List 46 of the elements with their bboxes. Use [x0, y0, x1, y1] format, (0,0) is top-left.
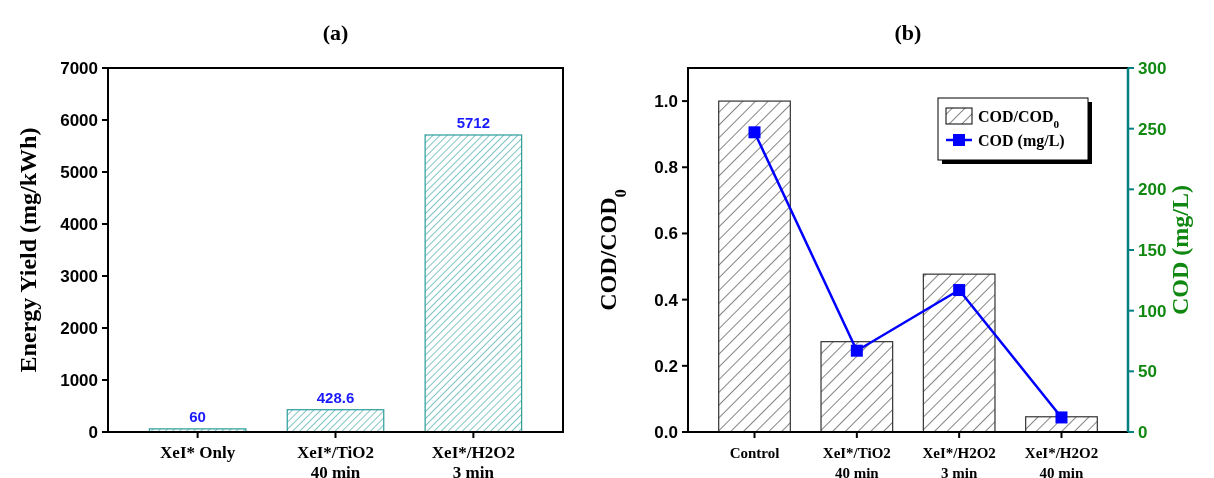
point — [953, 284, 966, 297]
x-tick-label: XeI*/H2O2 40 min — [1024, 445, 1099, 478]
y2-axis-title: COD (mg/L) — [1167, 185, 1193, 315]
y-tick-label: 6000 — [60, 111, 98, 130]
y2-tick-label: 300 — [1138, 59, 1167, 78]
bar — [424, 134, 523, 433]
y2-tick-label: 250 — [1138, 119, 1167, 139]
y-tick-label: 0.4 — [654, 290, 679, 310]
legend-label: COD/COD$_{0}$ — [978, 108, 1060, 130]
y-tick-label: 0 — [88, 423, 98, 442]
point — [748, 126, 761, 139]
bar — [286, 409, 385, 433]
y-tick-label: 1.0 — [654, 92, 678, 112]
y2-tick-label: 0 — [1138, 423, 1148, 442]
x-tick-label: XeI*/H2O2 3 min — [922, 445, 996, 478]
x-tick-label: XeI*/H2O2 3 min — [431, 443, 515, 478]
y-axis-title: Energy Yield (mg/kWh) — [15, 127, 41, 373]
data-label: 428.6 — [316, 388, 355, 406]
y-tick-label: 0.2 — [654, 356, 678, 376]
y-tick-label: 1000 — [60, 371, 98, 390]
chart-title: (b) — [894, 20, 922, 45]
x-tick-label: XeI* Only — [160, 443, 236, 462]
y-tick-label: 5000 — [60, 163, 98, 182]
y-tick-label: 3000 — [60, 267, 98, 286]
x-tick-label: XeI*/TiO2 40 min — [296, 443, 375, 478]
bar — [820, 341, 894, 433]
data-label: 5712 — [456, 113, 491, 131]
legend-label: COD (mg/L) — [978, 132, 1065, 150]
y-tick-label: 0.6 — [654, 224, 678, 244]
bar — [718, 100, 791, 433]
y-tick-label: 4000 — [60, 215, 98, 234]
y-tick-label: 0.0 — [654, 423, 678, 442]
bar — [922, 273, 996, 433]
x-tick-label: XeI*/TiO2 40 min — [822, 445, 891, 478]
point — [1055, 411, 1068, 424]
data-label: 60 — [189, 407, 206, 425]
y-tick-label: 2000 — [60, 319, 98, 338]
point — [850, 344, 863, 357]
y2-tick-label: 50 — [1138, 362, 1157, 382]
chart-title: (a) — [322, 20, 349, 45]
y-tick-label: 0.8 — [654, 158, 678, 178]
x-tick-label: Control — [729, 445, 780, 461]
y-tick-label: 7000 — [60, 59, 98, 78]
y2-tick-label: 100 — [1138, 301, 1167, 321]
y2-tick-label: 200 — [1138, 180, 1167, 200]
y2-tick-label: 150 — [1138, 241, 1167, 260]
